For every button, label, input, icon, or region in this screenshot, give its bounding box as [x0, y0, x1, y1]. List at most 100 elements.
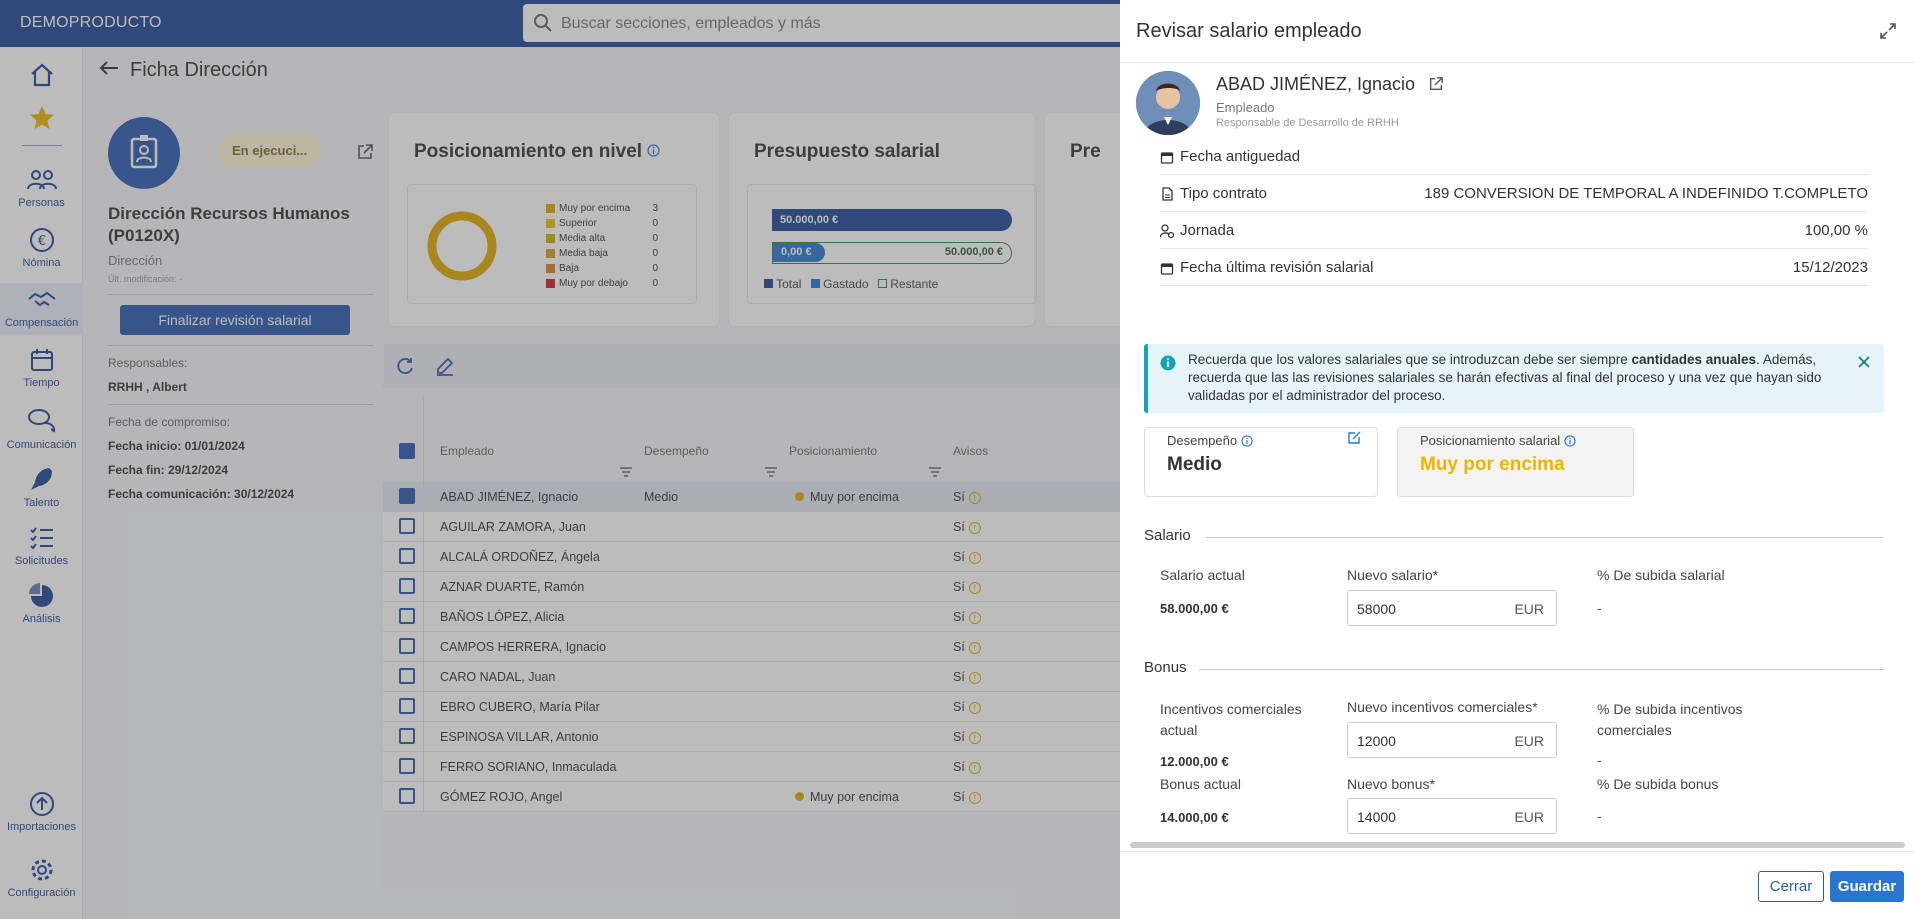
nav-configuracion[interactable]: Configuración	[0, 857, 83, 899]
status-badge: En ejecuci...	[218, 134, 322, 167]
brand-logo[interactable]: DEMOPRODUCTO	[20, 14, 162, 31]
nuevo-incentivos-input[interactable]: 12000 EUR	[1347, 722, 1557, 758]
external-link-icon[interactable]	[1428, 76, 1444, 92]
row-checkbox[interactable]	[399, 668, 415, 684]
filter-icon[interactable]	[928, 467, 942, 479]
employees-grid: Empleado Desempeño Posicionamiento Aviso…	[383, 397, 1203, 812]
table-row[interactable]: FERRO SORIANO, Inmaculada Sí!	[383, 752, 1203, 782]
col-empleado[interactable]: Empleado	[440, 444, 495, 458]
nav-label: Solicitudes	[14, 555, 69, 567]
filter-icon[interactable]	[764, 467, 778, 479]
row-checkbox[interactable]	[399, 788, 415, 804]
row-checkbox[interactable]	[399, 758, 415, 774]
nuevo-salario-input[interactable]: 58000 EUR	[1347, 590, 1557, 626]
warning-icon[interactable]: !	[968, 762, 981, 774]
row-checkbox[interactable]	[399, 578, 415, 594]
edit-icon[interactable]	[1347, 431, 1361, 445]
page-header: Ficha Dirección	[98, 59, 268, 82]
filter-icon[interactable]	[619, 467, 633, 479]
table-row[interactable]: GÓMEZ ROJO, Angel Muy por encima Sí!	[383, 782, 1203, 812]
info-alert: Recuerda que los valores salariales que …	[1144, 344, 1884, 413]
calendar-icon	[1160, 152, 1174, 164]
divider	[1206, 537, 1884, 538]
external-link-icon[interactable]	[356, 143, 374, 161]
search-input[interactable]: Buscar secciones, empleados y más	[561, 15, 821, 32]
row-checkbox[interactable]	[399, 638, 415, 654]
nuevo-bonus-input[interactable]: 14000 EUR	[1347, 798, 1557, 834]
table-row[interactable]: ESPINOSA VILLAR, Antonio Sí!	[383, 722, 1203, 752]
warning-icon[interactable]: !	[968, 672, 981, 684]
col-posicionamiento[interactable]: Posicionamiento	[789, 444, 878, 458]
back-arrow-icon[interactable]	[98, 59, 122, 82]
nav-importaciones[interactable]: Importaciones	[0, 791, 83, 833]
posicionamiento-salarial-card: Posicionamiento salarial Muy por encima	[1397, 427, 1634, 497]
select-all-checkbox[interactable]	[399, 443, 415, 459]
warning-icon[interactable]: !	[968, 732, 981, 744]
responsables-label: Responsables:	[108, 356, 188, 370]
nav-label: Personas	[18, 197, 65, 209]
avisos-cell: Sí!	[953, 580, 981, 594]
warning-icon[interactable]: !	[968, 522, 981, 534]
expand-icon[interactable]	[1879, 22, 1897, 40]
nav-comunicacion[interactable]: Comunicación	[0, 407, 83, 451]
warning-icon[interactable]: !	[968, 792, 981, 804]
col-desempeno[interactable]: Desempeño	[644, 444, 709, 458]
nav-tiempo[interactable]: Tiempo	[0, 347, 83, 389]
save-button[interactable]: Guardar	[1830, 871, 1904, 902]
warning-icon[interactable]: !	[968, 552, 981, 564]
table-row[interactable]: BAÑOS LÓPEZ, Alicia Sí!	[383, 602, 1203, 632]
edit-icon[interactable]	[435, 356, 455, 376]
search-box[interactable]: Buscar secciones, empleados y más	[523, 4, 1123, 42]
row-checkbox[interactable]	[399, 728, 415, 744]
nuevo-bonus-label: Nuevo bonus*	[1347, 776, 1435, 792]
table-row[interactable]: EBRO CUBERO, María Pilar Sí!	[383, 692, 1203, 722]
cancel-button[interactable]: Cerrar	[1758, 871, 1824, 902]
column-divider	[423, 722, 424, 752]
nav-solicitudes[interactable]: Solicitudes	[0, 525, 83, 567]
nav-home[interactable]	[0, 61, 83, 93]
table-row[interactable]: ALCALÁ ORDOÑEZ, Ángela Sí!	[383, 542, 1203, 572]
avisos-cell: Sí!	[953, 550, 981, 564]
info-icon[interactable]	[1241, 435, 1253, 447]
nav-analisis[interactable]: Análisis	[0, 583, 83, 625]
refresh-icon[interactable]	[395, 356, 415, 376]
divider	[108, 294, 373, 295]
col-avisos[interactable]: Avisos	[953, 444, 989, 458]
warning-icon[interactable]: !	[968, 582, 981, 594]
table-row[interactable]: CAMPOS HERRERA, Ignacio Sí!	[383, 632, 1203, 662]
warning-icon[interactable]: !	[968, 702, 981, 714]
nav-compensacion[interactable]: Compensación	[0, 283, 83, 335]
donut-chart	[427, 211, 497, 281]
finalize-review-button[interactable]: Finalizar revisión salarial	[120, 305, 350, 335]
warning-icon[interactable]: !	[968, 642, 981, 654]
warning-icon[interactable]: !	[968, 492, 981, 504]
nav-favorites[interactable]	[0, 103, 83, 137]
info-icon[interactable]	[647, 144, 660, 157]
card-title: Pre	[1070, 141, 1101, 162]
employee-name-cell: ABAD JIMÉNEZ, Ignacio	[440, 490, 579, 504]
row-checkbox[interactable]	[399, 488, 415, 504]
subida-incentivos-label: % De subida incentivos comerciales	[1597, 701, 1743, 738]
table-row[interactable]: AZNAR DUARTE, Ramón Sí!	[383, 572, 1203, 602]
modal-backdrop[interactable]	[0, 0, 1120, 919]
table-row[interactable]: ABAD JIMÉNEZ, Ignacio Medio Muy por encima…	[383, 482, 1203, 512]
row-checkbox[interactable]	[399, 698, 415, 714]
gastado-bar: 0,00 €	[773, 243, 825, 262]
nav-label: Análisis	[22, 613, 61, 625]
nav-personas[interactable]: Personas	[0, 167, 83, 209]
panel-header: Revisar salario empleado	[1120, 0, 1915, 63]
nav-label: Configuración	[7, 887, 76, 899]
table-row[interactable]: AGUILAR ZAMORA, Juan Sí!	[383, 512, 1203, 542]
nav-nomina[interactable]: € Nómina	[0, 227, 83, 269]
panel-footer: Cerrar Guardar	[1120, 851, 1915, 919]
row-checkbox[interactable]	[399, 548, 415, 564]
warning-icon[interactable]: !	[968, 612, 981, 624]
nav-talento[interactable]: Talento	[0, 465, 83, 509]
posicionamiento-text: Muy por encima	[810, 790, 899, 804]
row-checkbox[interactable]	[399, 518, 415, 534]
close-icon[interactable]	[1858, 356, 1870, 368]
horizontal-scrollbar[interactable]	[1130, 842, 1905, 848]
table-row[interactable]: CARO NADAL, Juan Sí!	[383, 662, 1203, 692]
info-icon[interactable]	[1564, 435, 1576, 447]
row-checkbox[interactable]	[399, 608, 415, 624]
